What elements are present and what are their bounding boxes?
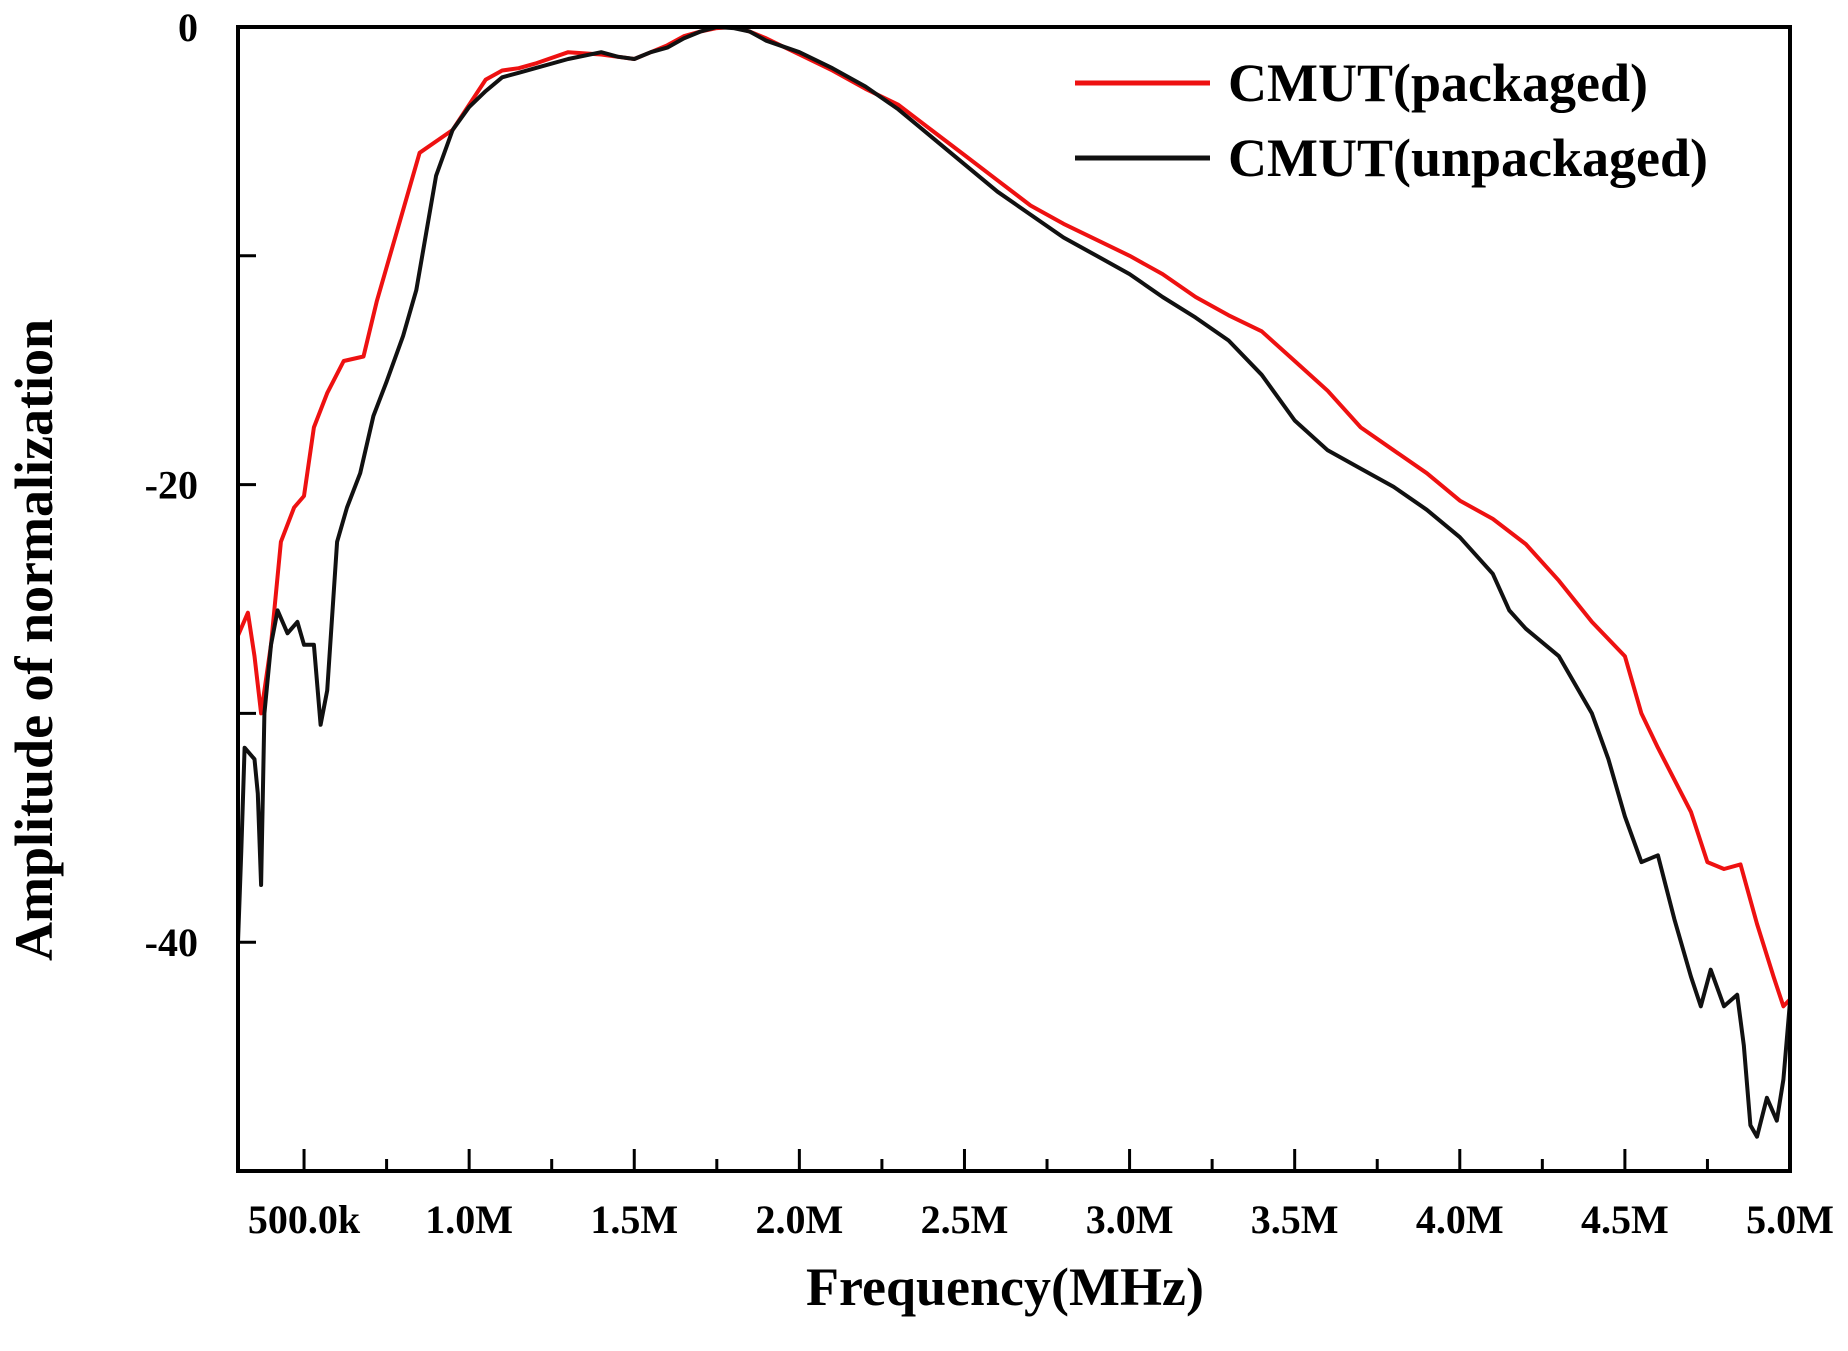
- y-axis-title: Amplitude of normalization: [4, 319, 64, 961]
- x-tick-label: 3.5M: [1251, 1197, 1339, 1242]
- legend: CMUT(packaged) CMUT(unpackaged): [1075, 53, 1708, 188]
- x-tick-label: 3.0M: [1086, 1197, 1174, 1242]
- x-tick-label: 500.0k: [248, 1197, 361, 1242]
- y-tick-label: 0: [178, 5, 198, 50]
- tick-labels: 500.0k 1.0M 1.5M 2.0M 2.5M 3.0M 3.5M 4.0M 4.5M 5.…: [145, 5, 1834, 1242]
- series-layer: [236, 25, 1792, 1139]
- x-axis-title: Frequency(MHz): [806, 1257, 1204, 1317]
- series-line-packaged: [236, 25, 1792, 1009]
- x-tick-label: 1.0M: [425, 1197, 513, 1242]
- x-tick-label: 1.5M: [590, 1197, 678, 1242]
- y-tick-label: -20: [145, 463, 198, 508]
- legend-label-packaged: CMUT(packaged): [1228, 53, 1648, 113]
- x-tick-label: 4.0M: [1416, 1197, 1504, 1242]
- plot-frame: [236, 25, 1792, 1173]
- x-tick-label: 5.0M: [1746, 1197, 1834, 1242]
- x-tick-label: 4.5M: [1581, 1197, 1669, 1242]
- x-tick-label: 2.0M: [755, 1197, 843, 1242]
- legend-label-unpackaged: CMUT(unpackaged): [1228, 128, 1708, 188]
- x-tick-label: 2.5M: [921, 1197, 1009, 1242]
- series-line-unpackaged: [236, 25, 1792, 1139]
- y-tick-label: -40: [145, 920, 198, 965]
- axes-ticks: [238, 25, 1792, 1171]
